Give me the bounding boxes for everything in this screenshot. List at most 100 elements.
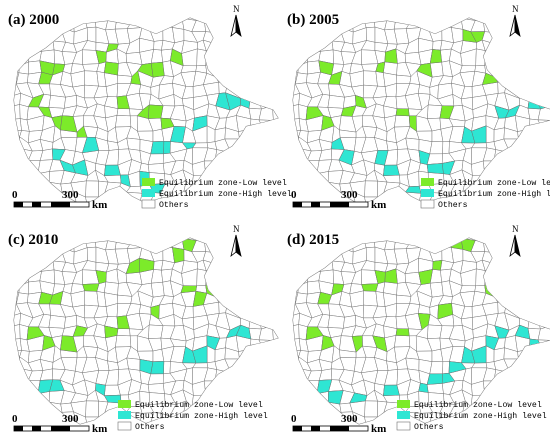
county-cell <box>363 238 377 239</box>
county-cell <box>269 346 278 362</box>
county-cell <box>215 280 231 298</box>
county-cell <box>493 160 510 177</box>
county-cell <box>137 18 155 22</box>
county-cell <box>227 291 241 305</box>
county-cell <box>270 92 278 109</box>
high-level-zone <box>349 392 368 404</box>
county-cell <box>442 361 450 375</box>
county-cell <box>147 163 165 174</box>
county-cell <box>538 346 550 359</box>
county-cell <box>257 238 271 249</box>
county-cell <box>229 271 238 283</box>
county-cell <box>427 18 443 28</box>
county-cell <box>236 203 251 204</box>
county-cell <box>525 238 541 253</box>
county-cell <box>293 247 300 264</box>
north-label: N <box>512 4 519 14</box>
county-cell <box>236 272 253 283</box>
county-cell <box>538 37 550 56</box>
county-cell <box>441 238 452 248</box>
county-cell <box>161 238 175 239</box>
county-cell <box>451 247 464 264</box>
county-cell <box>484 50 496 66</box>
county-cell <box>235 149 250 163</box>
scale-value: 300 <box>341 189 358 201</box>
county-cell <box>235 71 252 85</box>
county-cell <box>307 60 321 75</box>
county-cell <box>20 412 32 424</box>
county-cell <box>269 18 278 22</box>
low-level-zone <box>470 31 486 43</box>
county-cell <box>482 205 496 216</box>
county-cell <box>363 70 378 87</box>
county-cell <box>247 246 261 262</box>
county-cell <box>203 205 217 216</box>
county-cell <box>215 250 230 265</box>
county-cell <box>293 382 300 397</box>
legend-swatch-others <box>117 421 132 431</box>
county-cell <box>451 27 464 44</box>
low-level-zone <box>172 247 185 264</box>
county-cell <box>86 26 97 43</box>
county-cell <box>515 52 532 63</box>
county-cell <box>61 238 76 242</box>
county-cell <box>215 270 231 283</box>
county-cell <box>126 137 141 151</box>
county-cell <box>294 393 312 408</box>
county-cell <box>37 391 50 408</box>
county-cell <box>538 422 550 424</box>
county-cell <box>494 270 510 283</box>
low-level-zone <box>104 61 119 76</box>
high-level-zone <box>448 361 467 374</box>
scale-bar: 0 300 km <box>291 413 386 435</box>
county-cell <box>451 422 462 424</box>
county-cell <box>536 84 550 100</box>
county-cell <box>260 238 273 242</box>
high-level-zone <box>426 373 443 385</box>
county-cell <box>14 148 21 163</box>
county-cell <box>152 18 163 21</box>
county-cell <box>235 369 250 383</box>
legend-swatch-low <box>142 178 155 186</box>
low-level-zone <box>395 328 410 337</box>
low-level-zone <box>340 105 357 117</box>
county-cell <box>307 280 321 295</box>
county-cell <box>270 206 283 218</box>
county-cell <box>28 50 42 63</box>
county-cell <box>529 303 538 315</box>
county-cell <box>316 391 329 408</box>
county-cell <box>507 38 520 54</box>
county-cell <box>492 238 509 254</box>
county-cell <box>293 39 299 54</box>
county-cell <box>147 373 164 385</box>
county-cell <box>492 238 508 239</box>
county-cell <box>14 27 21 44</box>
county-cell <box>405 357 420 371</box>
high-level-zones <box>37 324 252 404</box>
county-cell <box>248 159 265 174</box>
county-cell <box>308 31 319 44</box>
county-cell <box>494 50 510 63</box>
county-cell <box>426 383 444 394</box>
legend-label-low: Equilibrium zone-Low level <box>135 400 263 410</box>
county-cell <box>527 312 541 330</box>
county-cell <box>526 26 540 42</box>
high-level-zone <box>494 325 510 339</box>
low-level-zone <box>439 105 455 119</box>
county-cell <box>410 18 423 23</box>
county-cell <box>115 18 133 23</box>
county-cell <box>213 238 229 239</box>
legend: Equilibrium zone-Low level Equilibrium z… <box>117 400 268 432</box>
panel-title: (a) 2000 <box>8 12 59 28</box>
county-cell <box>104 384 121 396</box>
county-cell <box>215 50 231 63</box>
high-level-zone <box>383 164 400 176</box>
county-cell <box>270 147 278 164</box>
county-cell <box>293 118 301 131</box>
legend-label-others: Others <box>438 200 468 210</box>
legend-swatch-low <box>421 178 434 186</box>
county-cell <box>14 104 21 120</box>
county-cell <box>203 425 217 436</box>
county-cell <box>269 238 278 242</box>
county-cell <box>205 50 217 66</box>
